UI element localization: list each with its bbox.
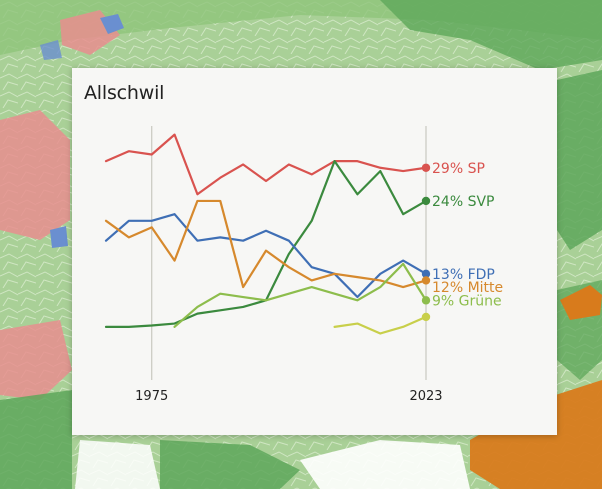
series-endpoint-sp[interactable]	[421, 163, 431, 172]
end-label-mitte: 12% Mitte	[432, 280, 503, 296]
series-line-grüne[interactable]	[173, 262, 428, 328]
series-line-glp[interactable]	[333, 315, 428, 335]
series-endpoint-glp[interactable]	[421, 312, 431, 322]
series-line-mitte[interactable]	[104, 199, 428, 289]
series-endpoint-fdp[interactable]	[421, 269, 431, 279]
municipality-card: Allschwil 1975 2023 29% SP 24% SVP 13% FDP 12…	[72, 68, 557, 435]
x-tick-label-1975: 1975	[135, 389, 168, 404]
series-line-svp[interactable]	[104, 160, 428, 328]
end-label-svp: 24% SVP	[432, 194, 494, 210]
series-line-fdp[interactable]	[104, 213, 428, 299]
series-line-sp[interactable]	[104, 133, 428, 196]
end-label-grüne: 9% Grüne	[432, 293, 502, 309]
end-label-sp: 29% SP	[432, 161, 485, 177]
card-title: Allschwil	[84, 82, 165, 104]
x-tick-label-2023: 2023	[409, 389, 442, 404]
series-endpoint-grüne[interactable]	[421, 296, 431, 305]
end-label-fdp: 13% FDP	[432, 267, 495, 283]
series-endpoint-mitte[interactable]	[421, 276, 431, 285]
series-endpoint-svp[interactable]	[421, 196, 431, 206]
